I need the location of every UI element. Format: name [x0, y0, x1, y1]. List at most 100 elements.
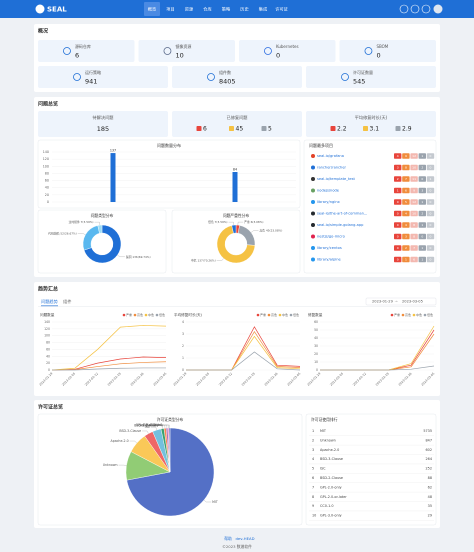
count-label: 9	[405, 154, 407, 158]
card-icon	[73, 73, 81, 81]
count-badge	[418, 233, 426, 240]
project-name[interactable]: seal-io/template_test	[317, 177, 356, 181]
card-label: 许可证数量	[353, 69, 373, 75]
nav-item[interactable]: 概览	[148, 6, 156, 13]
slice-label: 代码缺陷 52(26.67%)	[48, 231, 76, 235]
issue-stat-value: 2.2	[337, 126, 347, 133]
tab[interactable]: 问题趋势	[41, 298, 59, 305]
count-badge	[402, 187, 410, 194]
chart-title: 平均修复时长(天)	[174, 312, 203, 317]
nav-item[interactable]: 策略	[222, 6, 231, 13]
chart-title: 许可证类型分布	[157, 417, 184, 422]
project-name[interactable]: seal-io/grafana	[317, 154, 344, 158]
count-label: 0	[430, 200, 432, 204]
slice-label: 严重 6(3.08%)	[244, 220, 263, 224]
count-badge	[418, 153, 426, 159]
slice-label: 中危 137(70.26%)	[191, 259, 216, 263]
y-tick-label: 10	[314, 360, 318, 364]
bar	[110, 153, 116, 202]
y-tick-label: 20	[314, 352, 318, 356]
count-label: 8	[413, 235, 415, 239]
y-tick-label: 50	[314, 328, 318, 332]
count-badge	[402, 210, 410, 217]
series-line	[186, 351, 301, 371]
nav-item[interactable]: 项目	[166, 7, 174, 13]
issue-stat-label: 待解决问题	[93, 114, 115, 121]
count-label: 1	[421, 223, 423, 227]
nav-item[interactable]: 历史	[240, 6, 249, 13]
legend-label: 严重	[394, 312, 400, 317]
issue-stat-label: 已修复问题	[227, 114, 249, 121]
count-label: 1	[421, 246, 423, 250]
card-value: 0	[376, 52, 380, 60]
severity-badge	[229, 126, 234, 131]
count-badge	[394, 176, 402, 182]
nav-item[interactable]: 资源	[185, 6, 194, 13]
label-leader	[117, 254, 125, 257]
rank: 4	[312, 457, 314, 461]
count-label: 0	[397, 235, 399, 239]
table-panel	[305, 413, 437, 526]
header-icon[interactable]	[421, 4, 431, 14]
y-tick-label: 20	[45, 193, 49, 197]
count-badge	[402, 164, 410, 171]
count-label: 2	[397, 177, 399, 181]
count-label: 9	[413, 189, 415, 193]
slice-label: Unknown	[103, 463, 118, 467]
section-title: 趋势汇总	[37, 286, 58, 293]
footer-link[interactable]: 帮助	[224, 536, 232, 541]
header-icon[interactable]	[410, 4, 420, 14]
license-count: 252	[426, 467, 432, 471]
count-badge	[418, 164, 426, 171]
count-label: 0	[397, 200, 399, 204]
series-line	[52, 367, 166, 371]
label-leader	[94, 221, 101, 226]
project-name[interactable]: library/nginx	[317, 200, 341, 204]
license-count: 264	[426, 457, 432, 461]
project-name[interactable]: seal-io/simple-golang-app	[317, 223, 364, 227]
legend-marker	[267, 313, 271, 317]
count-badge	[402, 245, 410, 251]
nav-item[interactable]: 许可证	[275, 6, 288, 13]
project-name[interactable]: library/centos	[317, 246, 342, 250]
rank: 1	[312, 429, 314, 433]
slice-label: GPL-2.0-only	[138, 423, 158, 427]
count-label: 1	[397, 189, 399, 193]
section	[34, 282, 440, 396]
y-tick-label: 40	[46, 354, 50, 358]
project-name[interactable]: library/alpine	[317, 258, 342, 262]
legend-label: 低危	[159, 312, 165, 317]
slice-label: GPL-2.0-or-later	[136, 423, 162, 427]
chart-title: 问题数量分布	[157, 142, 181, 148]
nav-item[interactable]: 仓库	[203, 6, 211, 13]
label-leader	[77, 233, 86, 235]
project-name[interactable]: seal-io/the-art-of-comman...	[317, 212, 367, 216]
project-name[interactable]: rancher/rancher	[317, 166, 347, 170]
project-icon	[311, 257, 315, 262]
issue-stat	[306, 111, 436, 137]
license-name: ISC	[320, 467, 326, 471]
project-icon	[311, 234, 315, 239]
date-range[interactable]	[365, 297, 437, 306]
tab[interactable]: 组件	[63, 298, 71, 305]
severity-badge	[196, 126, 202, 131]
project-icon	[311, 165, 315, 170]
count-label: 3	[421, 189, 423, 193]
count-badge	[418, 222, 426, 228]
license-count: 29	[428, 514, 432, 518]
project-name[interactable]: nestjs/go-micro	[317, 235, 345, 239]
chart-title: 问题类型分布	[91, 213, 114, 218]
count-label: 0	[421, 177, 423, 181]
project-name[interactable]: nodejs/node	[317, 189, 340, 193]
date-end: 2023-03-05	[402, 300, 423, 304]
slice-label: 过时组件 7(3.59%)	[69, 220, 94, 224]
footer-link[interactable]: dev-HEAD	[235, 536, 254, 541]
avatar[interactable]	[433, 4, 443, 14]
project-icon	[311, 188, 315, 193]
count-label: 2	[421, 212, 423, 216]
count-badge	[426, 256, 435, 263]
slice-label: ISC	[145, 425, 151, 429]
nav-item[interactable]: 集成	[259, 6, 267, 13]
header-icon[interactable]	[399, 4, 409, 14]
card-value: 0	[276, 52, 280, 60]
